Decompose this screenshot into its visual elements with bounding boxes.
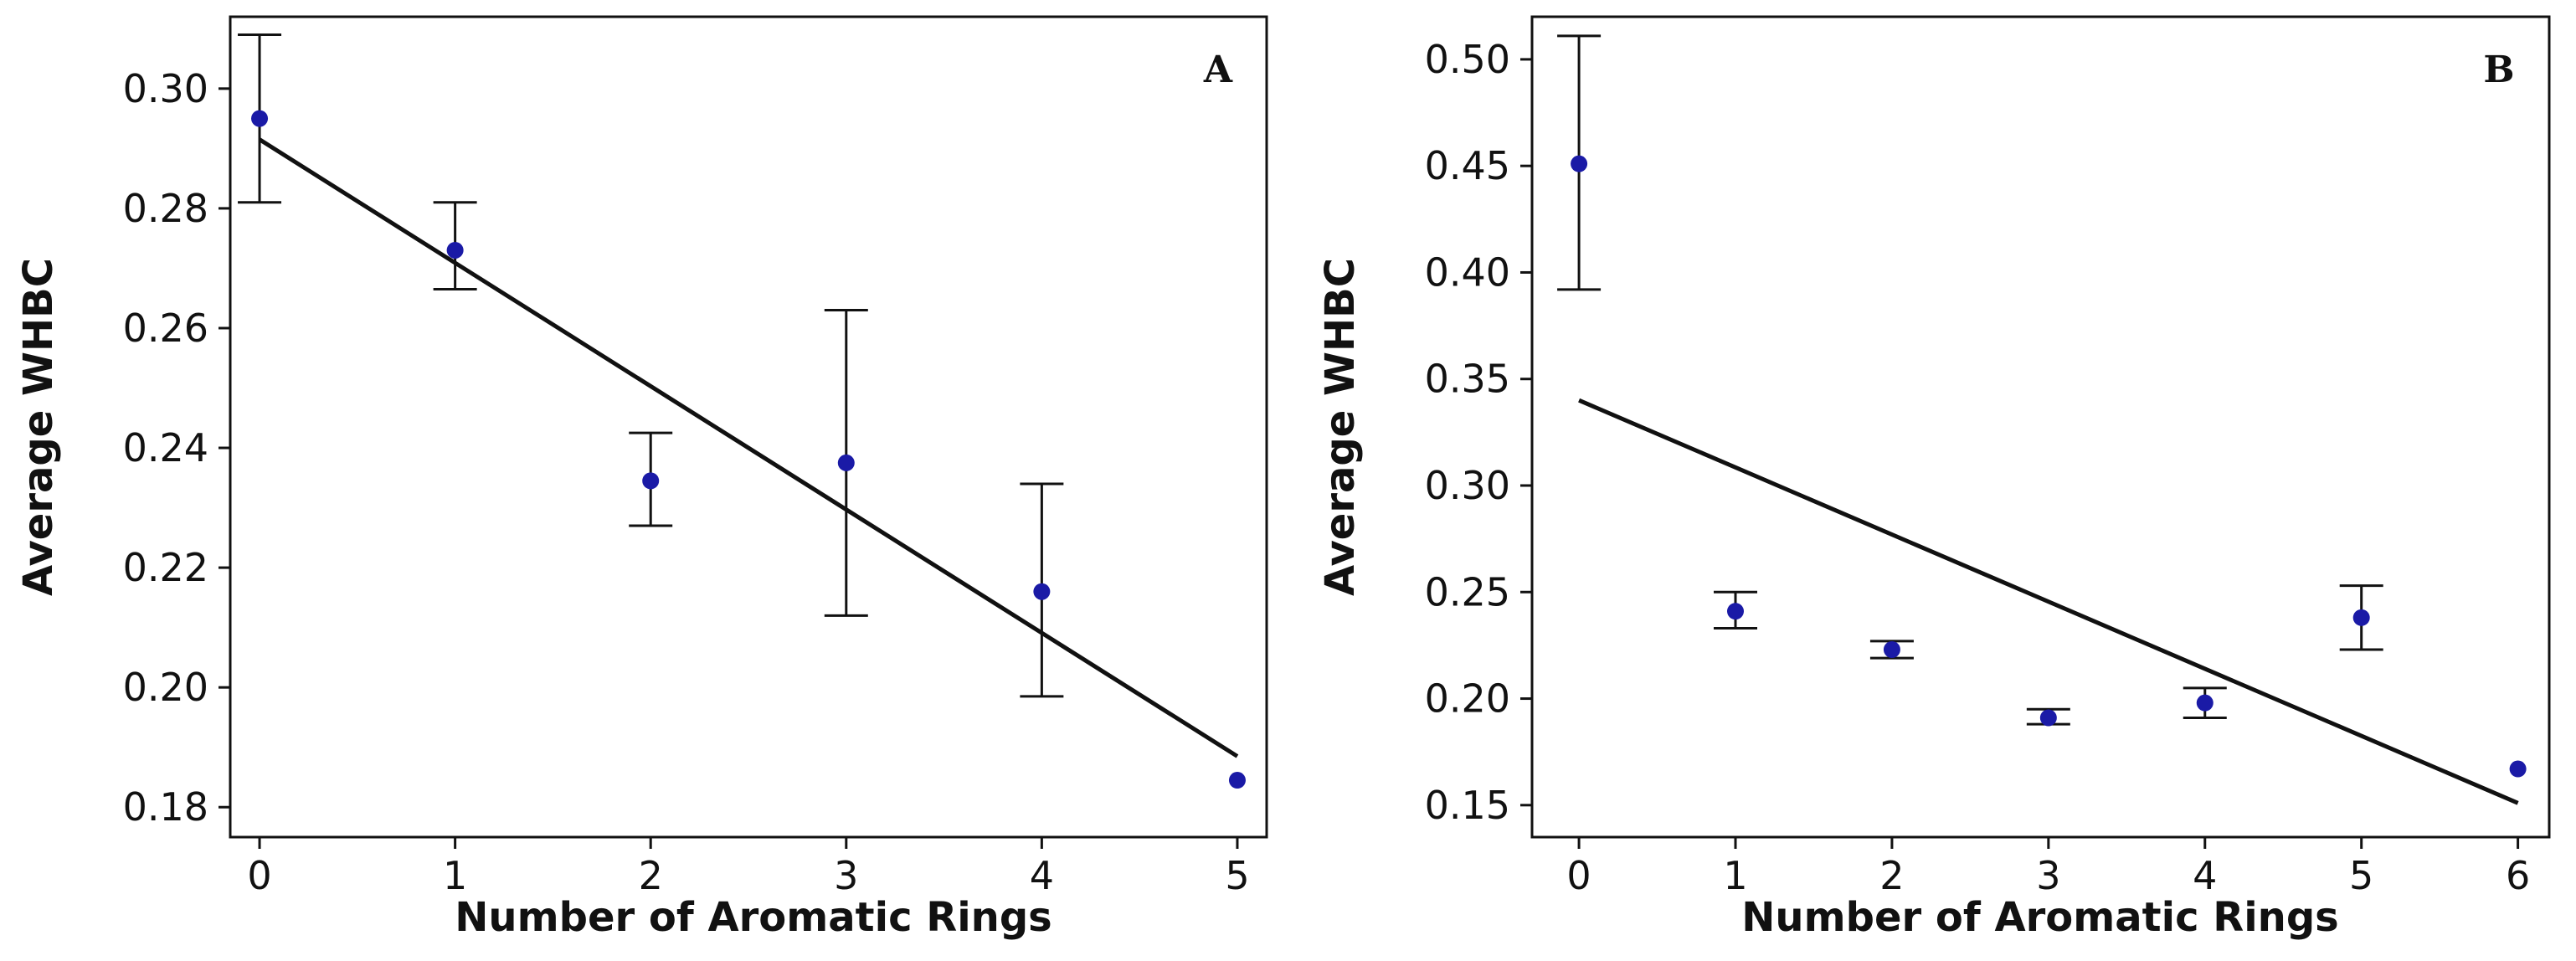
x-tick-label: 6: [2506, 853, 2530, 898]
y-tick-label: 0.30: [1425, 463, 1510, 508]
x-tick-label: 3: [2036, 853, 2060, 898]
data-point: [2039, 709, 2057, 727]
chart-panel-b: 0 1 2 3 4 5 6 0.15 0.20 0.25 0.30 0.35 0.40 0.45 0.50 N…: [1317, 15, 2551, 941]
data-point: [1727, 603, 1744, 620]
data-point: [2196, 694, 2214, 712]
x-axis-label: Number of Aromatic Rings: [455, 894, 1052, 941]
y-tick-label: 0.20: [123, 665, 208, 710]
y-tick-label: 0.45: [1425, 143, 1510, 188]
x-tick-label: 2: [639, 853, 663, 898]
data-point: [446, 241, 464, 259]
y-axis-label: Average WHBC: [15, 258, 62, 596]
data-point: [1228, 772, 1246, 789]
x-tick-label: 0: [247, 853, 271, 898]
y-axis-label: Average WHBC: [1317, 258, 1364, 596]
plot-frame: [1530, 15, 2551, 839]
y-tick-label: 0.24: [123, 425, 208, 470]
x-tick-label: 1: [1723, 853, 1747, 898]
data-point: [1571, 155, 1588, 172]
x-tick-label: 2: [1879, 853, 1904, 898]
y-tick-label: 0.40: [1425, 249, 1510, 295]
data-point: [2352, 609, 2370, 626]
data-point: [1883, 641, 1900, 658]
regression-line: [1578, 398, 2519, 805]
x-tick-label: 4: [1030, 853, 1054, 898]
y-tick-label: 0.18: [123, 784, 208, 830]
panel-tag: A: [1203, 49, 1233, 91]
data-point: [2509, 760, 2527, 778]
y-tick-label: 0.30: [123, 66, 208, 111]
y-tick-label: 0.15: [1425, 783, 1510, 828]
y-tick-label: 0.35: [1425, 357, 1510, 402]
chart-panel-a: 0 1 2 3 4 5 0.18 0.20 0.22 0.24 0.26 0.28 0.30 Number…: [15, 15, 1268, 941]
x-tick-label: 5: [2349, 853, 2373, 898]
x-tick-label: 0: [1566, 853, 1591, 898]
x-tick-label: 1: [443, 853, 467, 898]
panel-tag: B: [2483, 49, 2514, 91]
regression-line: [258, 137, 1239, 758]
data-point: [642, 472, 660, 490]
data-point: [251, 110, 269, 127]
y-tick-label: 0.25: [1425, 569, 1510, 614]
y-tick-label: 0.28: [123, 186, 208, 231]
x-axis-label: Number of Aromatic Rings: [1741, 894, 2339, 941]
x-tick-label: 4: [2193, 853, 2217, 898]
y-tick-label: 0.22: [123, 545, 208, 590]
y-tick-label: 0.20: [1425, 676, 1510, 722]
plot-frame: [229, 15, 1268, 839]
y-tick-label: 0.26: [123, 306, 208, 351]
y-tick-label: 0.50: [1425, 37, 1510, 82]
x-tick-label: 3: [834, 853, 858, 898]
data-point: [1033, 583, 1051, 600]
x-tick-label: 5: [1225, 853, 1249, 898]
data-point: [837, 454, 855, 471]
